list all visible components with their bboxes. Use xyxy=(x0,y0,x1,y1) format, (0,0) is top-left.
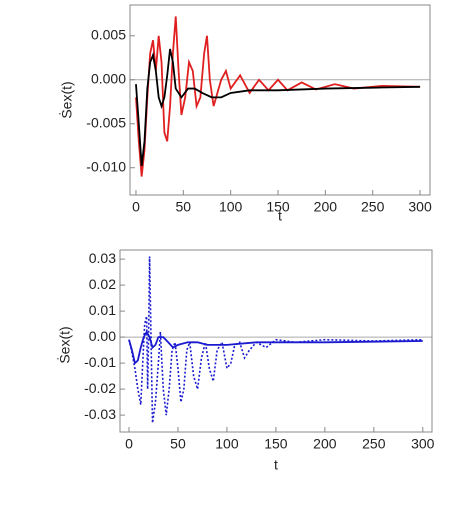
x-tick-label: 50 xyxy=(170,436,186,452)
y-tick-label: 0.02 xyxy=(89,276,116,292)
y-tick-label: 0.000 xyxy=(91,70,126,86)
x-tick-label: 0 xyxy=(132,199,140,215)
y-tick-label: -0.010 xyxy=(86,158,126,174)
y-tick-label: 0.005 xyxy=(91,26,126,42)
y-tick-label: 0.00 xyxy=(89,328,116,344)
y-axis-label: Ṡex(t) xyxy=(56,326,73,363)
y-axis-label: Ṡex(t) xyxy=(58,81,75,118)
x-tick-label: 200 xyxy=(314,199,338,215)
x-tick-label: 200 xyxy=(313,436,337,452)
plot-frame xyxy=(129,4,431,196)
y-tick-label: -0.01 xyxy=(84,354,116,370)
data-line xyxy=(128,256,423,424)
x-tick-label: 150 xyxy=(264,436,288,452)
x-tick-label: 150 xyxy=(266,199,290,215)
x-axis-label: t xyxy=(278,208,282,224)
data-line xyxy=(135,16,421,177)
x-tick-label: 300 xyxy=(408,199,432,215)
y-tick-label: -0.03 xyxy=(84,406,116,422)
x-tick-label: 50 xyxy=(176,199,192,215)
x-tick-label: 0 xyxy=(125,436,133,452)
x-tick-label: 300 xyxy=(411,436,435,452)
x-axis-label: t xyxy=(274,457,278,473)
y-tick-label: -0.005 xyxy=(86,114,126,130)
x-tick-label: 250 xyxy=(362,436,386,452)
y-tick-label: 0.03 xyxy=(89,250,116,266)
data-line xyxy=(135,48,421,167)
x-tick-label: 100 xyxy=(219,199,243,215)
y-tick-label: -0.02 xyxy=(84,380,116,396)
x-tick-label: 100 xyxy=(215,436,239,452)
y-tick-label: 0.01 xyxy=(89,302,116,318)
x-tick-label: 250 xyxy=(361,199,385,215)
